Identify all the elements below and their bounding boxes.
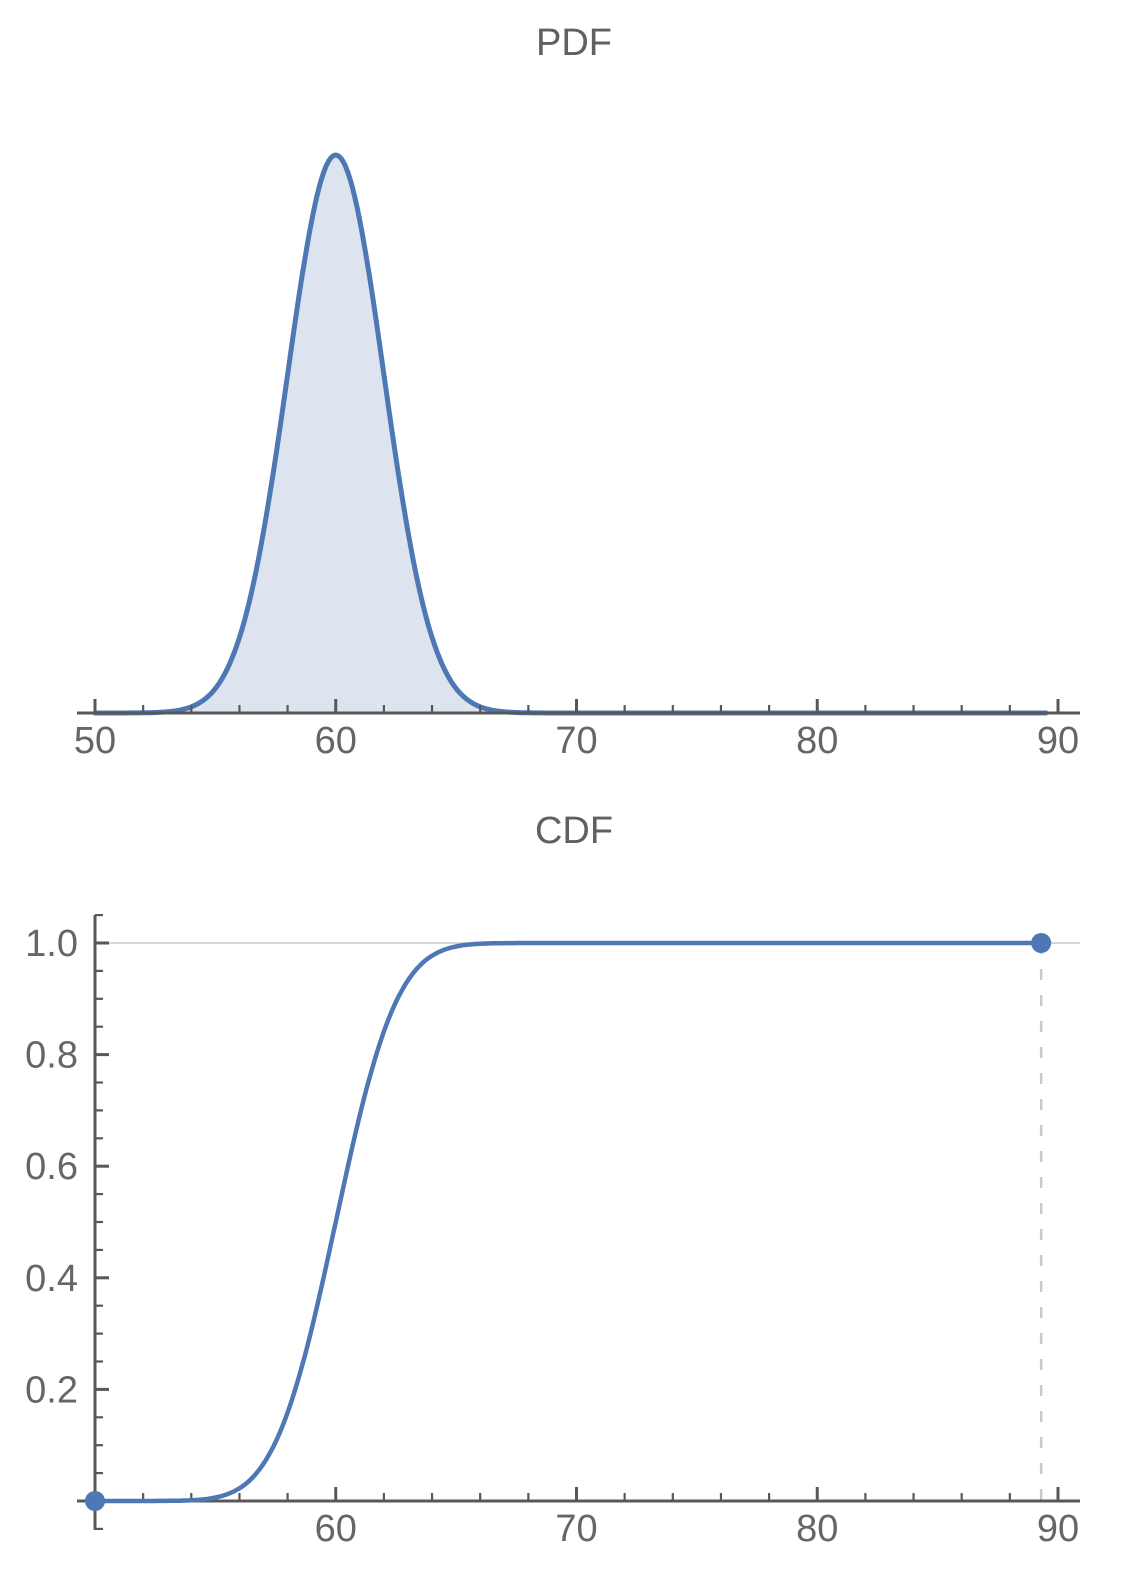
pdf-curve — [92, 152, 1049, 716]
pdf-area-fill — [95, 155, 1046, 713]
pdf-x-tick-label: 70 — [555, 720, 597, 762]
cdf-y-tick-label: 0.8 — [25, 1035, 78, 1077]
cdf-x-tick-label: 70 — [555, 1508, 597, 1550]
pdf-plot-title: PDF — [536, 22, 612, 64]
cdf-x-tick-label: 90 — [1037, 1508, 1079, 1550]
cdf-endpoint-dot-right — [1031, 933, 1052, 953]
cdf-plot: 60 70 80 90 0.2 0.4 0.6 0.8 1.0 — [25, 913, 1080, 1550]
cdf-y-tick-label: 1.0 — [25, 923, 78, 965]
pdf-x-tick-label: 90 — [1037, 720, 1079, 762]
cdf-plot-title: CDF — [535, 810, 613, 852]
cdf-x-tick-label: 60 — [315, 1508, 357, 1550]
pdf-x-tick-label: 80 — [796, 720, 838, 762]
cdf-endpoint-dot-left — [85, 1491, 105, 1511]
pdf-x-tick-label: 60 — [315, 720, 357, 762]
cdf-curve — [92, 940, 1044, 1504]
cdf-y-tick-label: 0.6 — [25, 1146, 78, 1188]
cdf-y-tick-label: 0.4 — [25, 1258, 78, 1300]
cdf-x-tick-label: 80 — [796, 1508, 838, 1550]
pdf-x-tick-label: 50 — [74, 720, 116, 762]
cdf-y-tick-label: 0.2 — [25, 1369, 78, 1411]
pdf-plot: 50 60 70 80 90 — [74, 152, 1080, 762]
